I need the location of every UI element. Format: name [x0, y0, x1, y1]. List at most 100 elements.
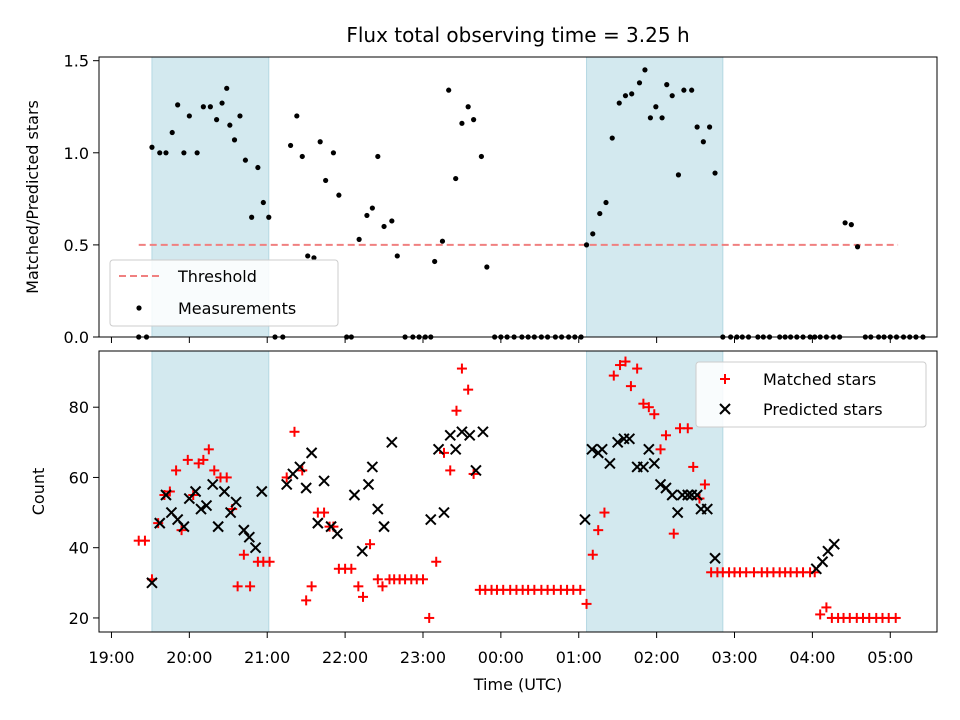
- measurement-point: [169, 129, 175, 136]
- predicted-star-point: [356, 545, 368, 557]
- matched-star-point: [593, 525, 604, 536]
- measurement-point: [207, 104, 213, 110]
- matched-star-point: [821, 602, 832, 613]
- matched-star-point: [238, 549, 249, 560]
- matched-star-point: [346, 563, 357, 574]
- predicted-star-point: [154, 517, 166, 529]
- measurement-point: [642, 67, 648, 73]
- predicted-star-point: [456, 426, 468, 438]
- predicted-star-point: [666, 489, 678, 501]
- measurement-point: [255, 164, 261, 171]
- matched-star-point: [649, 409, 660, 420]
- predicted-star-point: [294, 461, 306, 473]
- y-tick-label: 1.5: [64, 52, 89, 71]
- predicted-star-point: [654, 478, 667, 491]
- matched-star-point: [182, 454, 193, 465]
- measurement-point: [356, 236, 362, 242]
- ratio-y-axis-label: Matched/Predicted stars: [23, 100, 42, 294]
- matched-star-point: [625, 381, 636, 392]
- ratio-y-ticks: 0.0 0.5 1.0 1.5: [64, 52, 99, 347]
- matched-star-point: [638, 398, 649, 409]
- matched-star-point: [660, 430, 671, 441]
- predicted-star-point: [596, 443, 608, 456]
- measurement-point: [669, 93, 675, 99]
- measurement-point: [287, 142, 294, 149]
- measurement-point: [364, 212, 370, 219]
- measurement-point: [375, 153, 381, 160]
- x-tick-label: 01:00: [556, 648, 602, 667]
- count-legend-box: [695, 361, 927, 428]
- measurement-point: [453, 175, 459, 182]
- predicted-star-point: [331, 527, 344, 540]
- measurement-point: [653, 104, 659, 110]
- matched-star-point: [445, 465, 456, 476]
- predicted-star-point: [280, 478, 293, 491]
- count-legend: Matched stars Predicted stars: [695, 361, 927, 428]
- x-tick-label: 21:00: [244, 648, 290, 667]
- measurement-point: [848, 222, 854, 228]
- matched-star-point: [688, 461, 699, 472]
- matched-star-point: [377, 581, 388, 592]
- matched-star-point: [306, 581, 317, 592]
- predicted-star-point: [709, 552, 721, 564]
- measurement-point: [242, 157, 249, 163]
- measurement-point: [432, 258, 438, 265]
- measurement-point: [305, 253, 311, 259]
- count-y-ticks: 20 40 60 80: [69, 398, 99, 628]
- predicted-star-point: [671, 506, 684, 519]
- legend-matched-swatch: [720, 374, 730, 384]
- matched-star-point: [668, 528, 679, 539]
- legend-predicted-label: Predicted stars: [763, 400, 883, 419]
- predicted-star-point: [348, 489, 361, 501]
- predicted-star-point: [243, 531, 256, 543]
- matched-star-point: [615, 360, 626, 371]
- matched-star-point: [203, 444, 214, 455]
- x-tick-label: 03:00: [711, 648, 757, 667]
- measurement-point: [700, 139, 706, 145]
- measurement-point: [214, 117, 220, 123]
- measurement-point: [854, 244, 861, 250]
- measurement-point: [311, 255, 317, 261]
- measurement-point: [394, 253, 400, 259]
- measurement-point: [465, 104, 471, 110]
- y-tick-label: 80: [69, 398, 89, 417]
- measurement-point: [675, 172, 682, 178]
- measurement-point: [266, 214, 272, 220]
- predicted-star-point: [378, 520, 390, 533]
- measurement-point: [629, 91, 635, 97]
- matched-star-point: [159, 490, 170, 501]
- measurement-point: [712, 170, 718, 176]
- matched-star-point: [358, 591, 369, 602]
- x-tick-label: 19:00: [88, 648, 134, 667]
- matched-star-point: [319, 507, 330, 518]
- measurement-point: [694, 124, 700, 130]
- measurement-point: [622, 93, 629, 99]
- measurement-point: [636, 80, 643, 86]
- measurement-point: [590, 231, 596, 237]
- measurement-point: [163, 150, 169, 156]
- predicted-star-point: [362, 478, 375, 491]
- measurement-point: [194, 150, 200, 156]
- count-x-ticks: 19:00 20:00 21:00 22:00 23:00 00:00 01:00 02:00…: [88, 632, 913, 667]
- measurement-point: [484, 264, 490, 270]
- legend-threshold-label: Threshold: [177, 267, 257, 286]
- measurement-point: [224, 85, 230, 91]
- matched-star-point: [608, 370, 619, 381]
- predicted-star-point: [366, 461, 379, 473]
- measurement-point: [659, 115, 665, 121]
- predicted-star-point: [648, 457, 660, 470]
- matched-star-point: [353, 581, 364, 592]
- matched-star-point: [139, 535, 150, 546]
- measurement-point: [186, 113, 192, 119]
- count-panel-frame: [98, 350, 938, 633]
- predicted-star-point: [256, 485, 268, 498]
- ratio-legend: Threshold Measurements: [109, 259, 339, 327]
- matched-star-point: [424, 612, 435, 623]
- predicted-star-point: [206, 478, 219, 491]
- matched-star-point: [463, 384, 474, 395]
- matched-star-point: [431, 556, 442, 567]
- measurement-point: [583, 242, 590, 248]
- measurement-point: [616, 100, 622, 106]
- measurement-point: [299, 153, 305, 160]
- measurement-point: [647, 115, 653, 121]
